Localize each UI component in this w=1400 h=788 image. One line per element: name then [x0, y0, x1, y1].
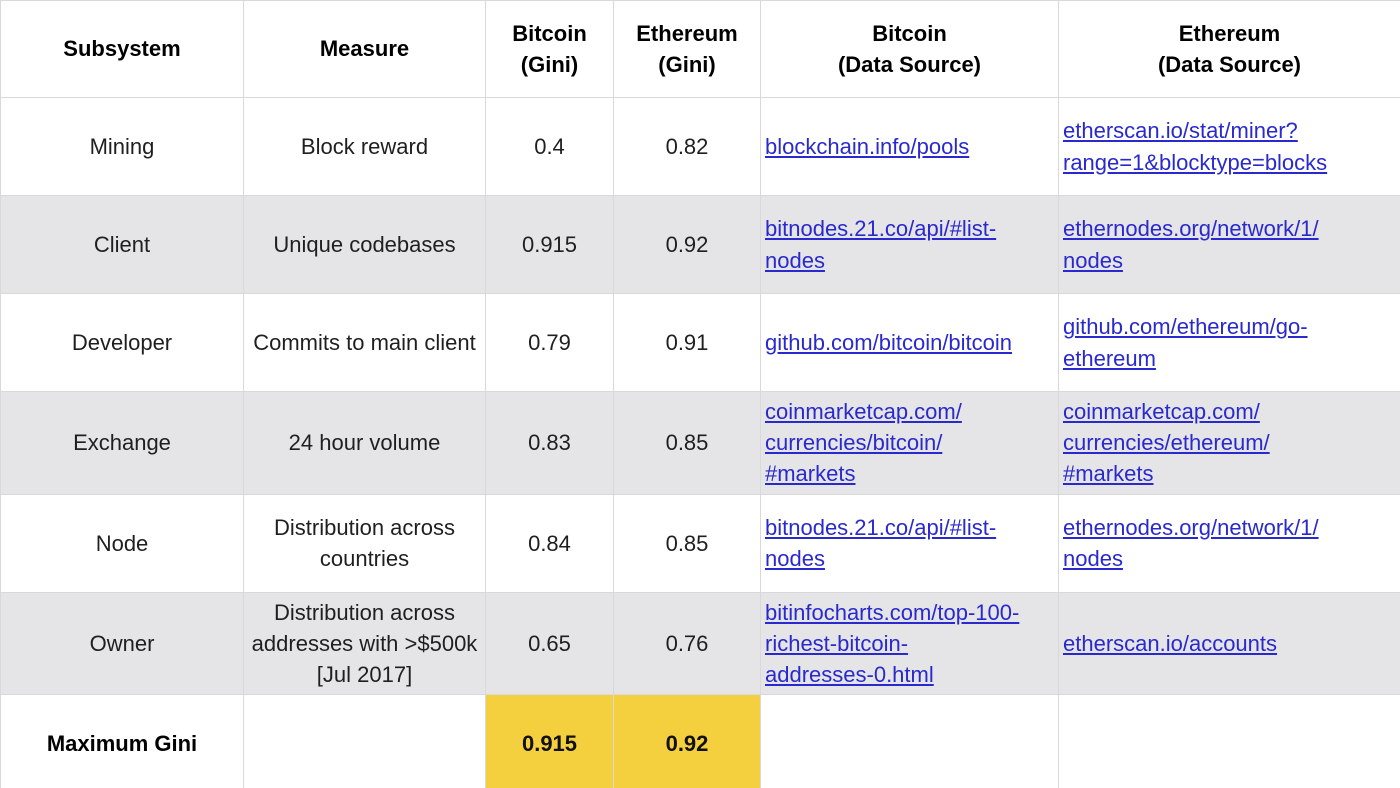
- empty-ethereum-source-cell: [1058, 694, 1400, 788]
- ethereum-source-cell: coinmarketcap.com/ currencies/ethereum/ …: [1058, 391, 1400, 495]
- source-link[interactable]: ethernodes.org/network/1/ nodes: [1063, 514, 1319, 572]
- table-row-client: Client Unique codebases 0.915 0.92 bitno…: [0, 195, 1400, 294]
- source-link[interactable]: github.com/bitcoin/bitcoin: [765, 329, 1013, 355]
- measure-cell: Block reward: [243, 97, 486, 196]
- table-row-developer: Developer Commits to main client 0.79 0.…: [0, 293, 1400, 392]
- source-link[interactable]: coinmarketcap.com/ currencies/bitcoin/ #…: [765, 399, 962, 487]
- source-link[interactable]: bitnodes.21.co/api/#list- nodes: [765, 216, 997, 273]
- ethereum-source-cell: etherscan.io/stat/miner? range=1&blockty…: [1058, 97, 1400, 196]
- ethereum-gini-cell: 0.85: [613, 391, 761, 495]
- bitcoin-gini-cell: 0.83: [485, 391, 614, 495]
- table-row-owner: Owner Distribution across addresses with…: [0, 591, 1400, 696]
- ethereum-gini-cell: 0.91: [613, 293, 761, 392]
- bitcoin-gini-cell: 0.84: [485, 493, 614, 593]
- header-ethereum-gini: Ethereum (Gini): [613, 0, 761, 98]
- bitcoin-max-gini-cell: 0.915: [485, 694, 614, 788]
- header-bitcoin-source: Bitcoin (Data Source): [760, 0, 1059, 98]
- table-row-mining: Mining Block reward 0.4 0.82 blockchain.…: [0, 97, 1400, 196]
- bitcoin-source-cell: coinmarketcap.com/ currencies/bitcoin/ #…: [760, 391, 1059, 495]
- source-link[interactable]: github.com/ethereum/go- ethereum: [1063, 314, 1308, 371]
- header-row: Subsystem Measure Bitcoin (Gini) Ethereu…: [0, 0, 1400, 98]
- header-measure: Measure: [243, 0, 486, 98]
- subsystem-cell: Developer: [0, 293, 244, 392]
- source-link[interactable]: etherscan.io/accounts: [1063, 630, 1278, 656]
- bitcoin-gini-cell: 0.79: [485, 293, 614, 392]
- bitcoin-gini-cell: 0.65: [485, 591, 614, 696]
- bitcoin-gini-cell: 0.915: [485, 195, 614, 294]
- source-link[interactable]: coinmarketcap.com/ currencies/ethereum/ …: [1063, 399, 1270, 487]
- bitcoin-source-cell: github.com/bitcoin/bitcoin: [760, 293, 1059, 392]
- measure-cell: Unique codebases: [243, 195, 486, 294]
- ethereum-max-gini-cell: 0.92: [613, 694, 761, 788]
- source-link[interactable]: bitinfocharts.com/top-100- richest-bitco…: [765, 599, 1020, 688]
- bitcoin-source-cell: bitinfocharts.com/top-100- richest-bitco…: [760, 591, 1059, 696]
- ethereum-gini-cell: 0.85: [613, 493, 761, 593]
- measure-cell: Distribution across countries: [243, 493, 486, 593]
- table-row-exchange: Exchange 24 hour volume 0.83 0.85 coinma…: [0, 391, 1400, 495]
- measure-cell: 24 hour volume: [243, 391, 486, 495]
- table-row-node: Node Distribution across countries 0.84 …: [0, 493, 1400, 593]
- bitcoin-source-cell: bitnodes.21.co/api/#list- nodes: [760, 195, 1059, 294]
- measure-cell: Distribution across addresses with >$500…: [243, 591, 486, 696]
- ethereum-source-cell: ethernodes.org/network/1/ nodes: [1058, 493, 1400, 593]
- bitcoin-source-cell: blockchain.info/pools: [760, 97, 1059, 196]
- bitcoin-source-cell: bitnodes.21.co/api/#list- nodes: [760, 493, 1059, 593]
- ethereum-gini-cell: 0.92: [613, 195, 761, 294]
- source-link[interactable]: bitnodes.21.co/api/#list- nodes: [765, 514, 997, 572]
- subsystem-cell: Node: [0, 493, 244, 593]
- table-header: Subsystem Measure Bitcoin (Gini) Ethereu…: [0, 0, 1400, 98]
- ethereum-gini-cell: 0.76: [613, 591, 761, 696]
- ethereum-source-cell: github.com/ethereum/go- ethereum: [1058, 293, 1400, 392]
- ethereum-source-cell: ethernodes.org/network/1/ nodes: [1058, 195, 1400, 294]
- measure-cell: Commits to main client: [243, 293, 486, 392]
- bitcoin-gini-cell: 0.4: [485, 97, 614, 196]
- empty-bitcoin-source-cell: [760, 694, 1059, 788]
- header-subsystem: Subsystem: [0, 0, 244, 98]
- subsystem-cell: Client: [0, 195, 244, 294]
- summary-label: Maximum Gini: [0, 694, 244, 788]
- empty-measure-cell: [243, 694, 486, 788]
- table-body: Mining Block reward 0.4 0.82 blockchain.…: [0, 97, 1400, 788]
- subsystem-cell: Owner: [0, 591, 244, 696]
- table-row-maximum-gini: Maximum Gini 0.915 0.92: [0, 694, 1400, 788]
- header-bitcoin-gini: Bitcoin (Gini): [485, 0, 614, 98]
- ethereum-gini-cell: 0.82: [613, 97, 761, 196]
- source-link[interactable]: etherscan.io/stat/miner? range=1&blockty…: [1063, 118, 1328, 175]
- header-ethereum-source: Ethereum (Data Source): [1058, 0, 1400, 98]
- ethereum-source-cell: etherscan.io/accounts: [1058, 591, 1400, 696]
- subsystem-cell: Mining: [0, 97, 244, 196]
- source-link[interactable]: ethernodes.org/network/1/ nodes: [1063, 216, 1319, 273]
- source-link[interactable]: blockchain.info/pools: [765, 133, 970, 159]
- subsystem-cell: Exchange: [0, 391, 244, 495]
